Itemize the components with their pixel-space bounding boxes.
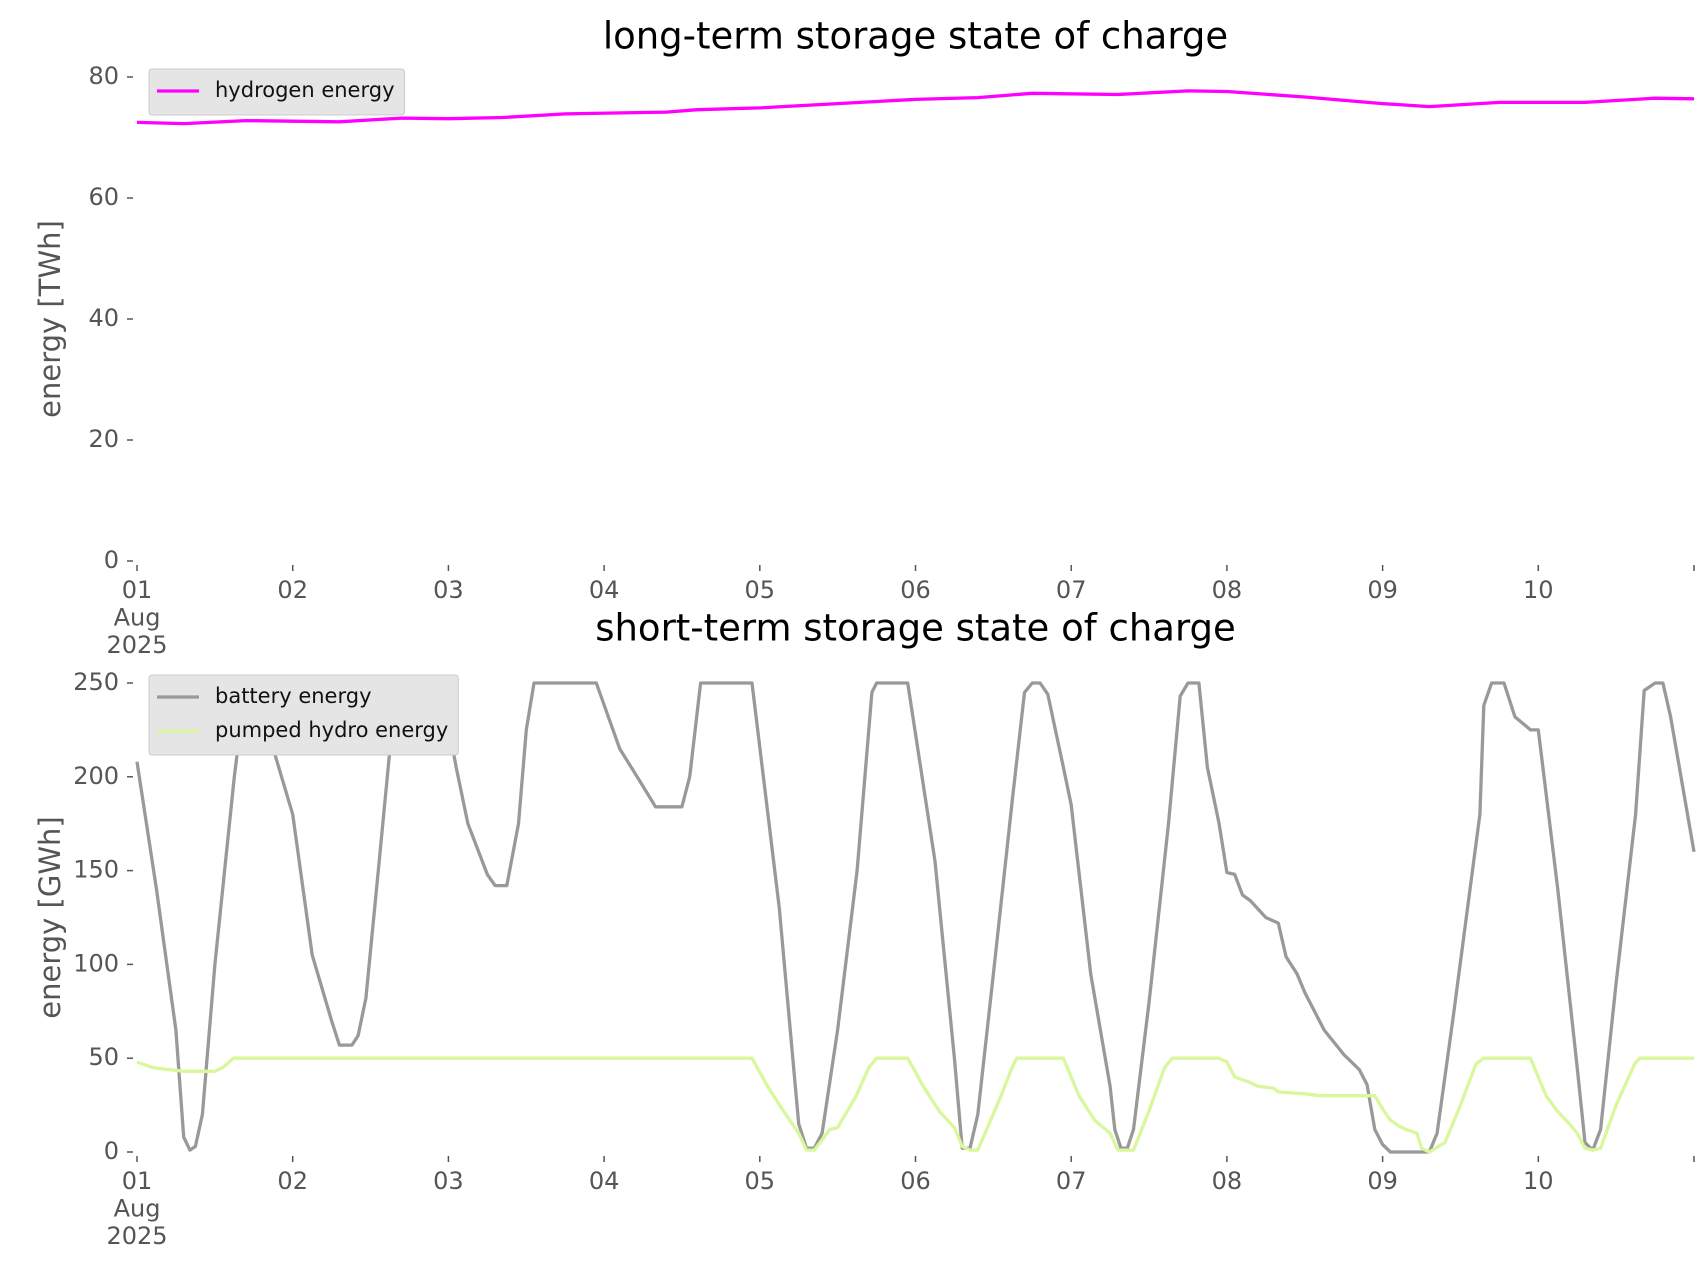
x-tick-label: 10 — [1523, 576, 1554, 604]
x-tick-label: 07 — [1056, 1167, 1087, 1195]
x-tick-label: 05 — [745, 576, 776, 604]
y-tick-label: 100 — [73, 949, 119, 977]
y-tick-label: 0 — [104, 1137, 119, 1165]
x-tick-label: 09 — [1367, 1167, 1398, 1195]
y-tick-label: 150 — [73, 856, 119, 884]
y-tick-label: 200 — [73, 762, 119, 790]
x-tick-label: 05 — [745, 1167, 776, 1195]
chart-title: short-term storage state of charge — [595, 607, 1236, 650]
x-tick-label: 09 — [1367, 576, 1398, 604]
legend-box — [148, 674, 459, 756]
series-line — [135, 681, 1696, 1154]
x-tick-label: 04 — [589, 1167, 620, 1195]
legend-box — [148, 68, 405, 116]
series-line — [136, 89, 1695, 126]
y-axis-label: energy [TWh] — [33, 220, 67, 418]
legend-label: pumped hydro energy — [215, 718, 448, 742]
legend: hydrogen energy — [148, 68, 405, 116]
x-tick-label: 04 — [589, 576, 620, 604]
x-tick-label: 10 — [1523, 1167, 1554, 1195]
series-line — [136, 1056, 1694, 1154]
y-tick-label: 250 — [73, 668, 119, 696]
x-tick-label: 02 — [277, 576, 308, 604]
legend-label: hydrogen energy — [215, 78, 395, 102]
y-tick-label: 50 — [88, 1043, 119, 1071]
y-tick-label: 40 — [88, 304, 119, 332]
x-tick-label: 01 Aug 2025 — [106, 576, 167, 659]
y-tick-label: 80 — [88, 62, 119, 90]
x-tick-label: 03 — [433, 576, 464, 604]
x-tick-label: 03 — [433, 1167, 464, 1195]
y-tick-label: 0 — [104, 546, 119, 574]
chart-title: long-term storage state of charge — [603, 15, 1228, 58]
x-tick-label: 07 — [1056, 576, 1087, 604]
y-axis-label: energy [GWh] — [33, 816, 67, 1018]
y-tick-label: 60 — [88, 183, 119, 211]
x-tick-label: 02 — [277, 1167, 308, 1195]
x-tick-label: 06 — [900, 576, 931, 604]
x-tick-label: 06 — [900, 1167, 931, 1195]
x-tick-label: 01 Aug 2025 — [106, 1167, 167, 1250]
legend: battery energy pumped hydro energy — [148, 674, 459, 756]
legend-label: battery energy — [215, 684, 372, 708]
x-tick-label: 08 — [1212, 1167, 1243, 1195]
x-tick-label: 08 — [1212, 576, 1243, 604]
y-tick-label: 20 — [88, 425, 119, 453]
